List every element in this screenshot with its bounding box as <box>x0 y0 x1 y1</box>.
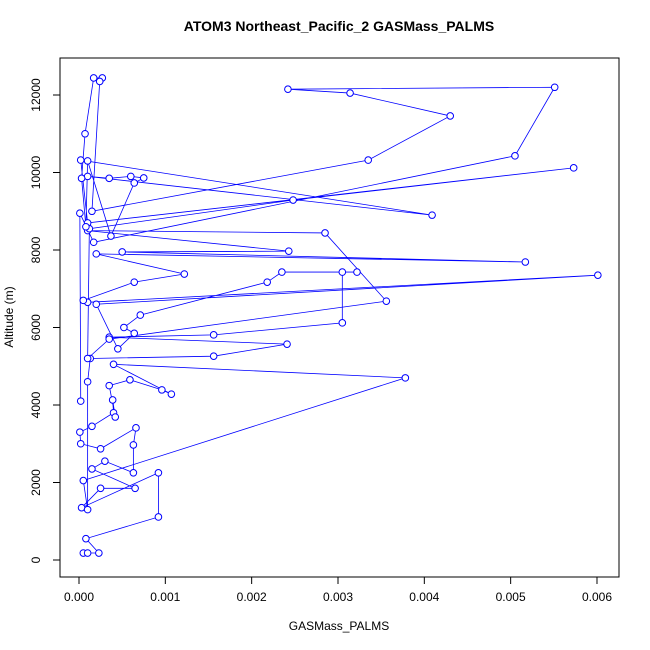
data-point <box>338 319 347 327</box>
data-point <box>131 484 139 493</box>
data-point <box>158 386 166 394</box>
plot-frame <box>59 57 620 578</box>
data-point <box>118 248 126 256</box>
data-point <box>82 222 90 231</box>
data-point <box>92 250 101 258</box>
data-point <box>129 469 138 477</box>
data-point <box>129 441 138 449</box>
x-tick-label: 0.005 <box>496 590 526 604</box>
y-tick-label: 10000 <box>29 155 43 189</box>
data-point <box>180 270 189 278</box>
chart-title: ATOM3 Northeast_Pacific_2 GASMass_PALMS <box>184 18 494 34</box>
data-point <box>88 207 96 216</box>
y-tick-label: 6000 <box>29 314 43 341</box>
data-point <box>105 381 114 390</box>
data-point <box>89 238 98 247</box>
data-point <box>136 311 145 319</box>
data-point <box>321 229 329 237</box>
data-point <box>77 174 86 183</box>
data-point <box>209 331 218 339</box>
data-point <box>126 172 135 181</box>
x-tick-label: 0.002 <box>237 590 267 604</box>
data-point <box>83 157 92 165</box>
data-point <box>79 476 88 485</box>
data-point <box>92 300 101 309</box>
data-point <box>346 89 354 97</box>
data-point <box>101 457 109 465</box>
data-point <box>401 374 410 382</box>
data-point <box>284 85 292 93</box>
data-point <box>263 278 271 286</box>
data-point <box>278 268 286 276</box>
x-tick-label: 0.000 <box>64 590 94 604</box>
y-tick-label: 4000 <box>29 391 43 418</box>
x-tick-label: 0.003 <box>323 590 353 604</box>
data-point <box>82 534 90 543</box>
data-point <box>126 376 134 384</box>
data-point <box>154 513 163 521</box>
data-point <box>364 156 373 164</box>
y-tick-label: 12000 <box>29 78 43 112</box>
data-point <box>83 354 92 363</box>
data-point <box>130 179 139 187</box>
data-point <box>111 413 120 421</box>
data-point <box>120 323 128 332</box>
data-point <box>105 174 114 183</box>
data-point <box>76 397 85 405</box>
data-point <box>108 396 117 404</box>
data-point <box>76 439 85 448</box>
data-point <box>114 345 122 353</box>
data-point <box>107 232 115 240</box>
x-tick-label: 0.006 <box>582 590 612 604</box>
data-point <box>109 360 118 369</box>
data-point <box>338 268 347 276</box>
data-point <box>83 377 92 386</box>
data-point <box>88 422 96 431</box>
data-point <box>289 196 297 204</box>
y-axis-label: Altitude (m) <box>2 286 16 347</box>
data-point <box>76 156 85 164</box>
data-point <box>83 549 92 557</box>
data-point <box>76 428 84 436</box>
data-point <box>428 211 436 219</box>
data-point <box>569 164 578 172</box>
data-line <box>79 77 598 554</box>
data-point <box>132 424 140 432</box>
data-point <box>96 484 105 493</box>
y-tick-label: 2000 <box>29 469 43 496</box>
data-point <box>209 352 218 360</box>
data-point <box>130 329 139 338</box>
y-tick-label: 0 <box>29 556 43 563</box>
data-point <box>283 340 291 348</box>
data-point <box>96 444 105 453</box>
x-tick-label: 0.004 <box>409 590 439 604</box>
data-point <box>95 549 103 557</box>
data-point <box>76 209 84 217</box>
data-point <box>95 77 104 86</box>
y-tick-label: 8000 <box>29 236 43 263</box>
data-point <box>154 469 163 477</box>
data-point <box>550 83 559 92</box>
data-point <box>446 112 455 120</box>
data-point <box>79 296 88 305</box>
data-point <box>594 271 602 279</box>
data-point <box>83 505 92 514</box>
data-point <box>284 247 293 255</box>
data-point <box>89 74 98 82</box>
data-point <box>521 258 530 266</box>
data-point <box>511 152 519 160</box>
data-point <box>105 335 114 343</box>
data-point <box>88 465 96 473</box>
data-point <box>382 297 391 305</box>
data-point <box>130 278 139 286</box>
data-point <box>81 129 89 138</box>
x-tick-label: 0.001 <box>150 590 180 604</box>
data-point <box>139 174 148 182</box>
x-axis-label: GASMass_PALMS <box>289 619 389 633</box>
data-point <box>167 390 176 398</box>
data-point <box>353 268 361 276</box>
